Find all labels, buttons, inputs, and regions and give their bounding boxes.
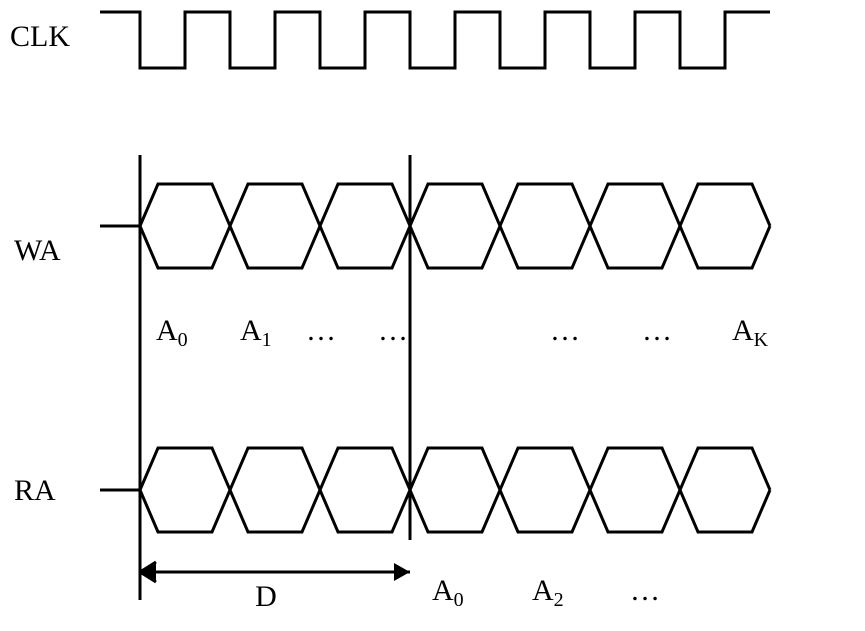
- ra-bus-top: [140, 448, 770, 490]
- wa-bus-bottom: [140, 226, 770, 268]
- clk-waveform: [100, 12, 770, 68]
- wa-value: …: [306, 314, 336, 347]
- ra-bus-bottom: [140, 490, 770, 532]
- wa-value: …: [550, 314, 580, 347]
- wa-value: A1: [240, 314, 272, 351]
- ra-value: …: [630, 574, 660, 607]
- wa-label: WA: [14, 234, 61, 267]
- ra-label: RA: [14, 474, 56, 507]
- wa-value: A0: [156, 314, 188, 351]
- d-label: D: [255, 580, 277, 613]
- clk-label: CLK: [10, 20, 70, 53]
- wa-bus-top: [140, 184, 770, 226]
- d-arrow-right-fill: [394, 563, 410, 581]
- ra-value: A2: [532, 574, 564, 611]
- wa-value: …: [378, 314, 408, 347]
- wa-value: …: [642, 314, 672, 347]
- wa-value: AK: [732, 314, 769, 351]
- ra-value: A0: [432, 574, 464, 611]
